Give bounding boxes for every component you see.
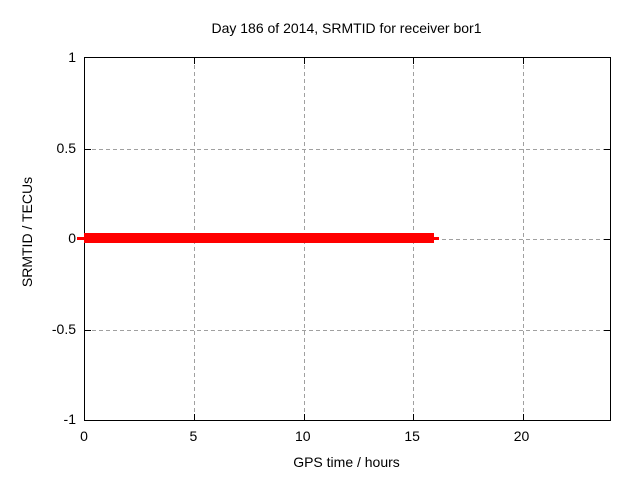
x-tick-mark — [303, 414, 305, 420]
y-tick-label: 0.5 — [56, 139, 76, 156]
x-tick-mark — [303, 58, 305, 64]
y-tick-label: -1 — [63, 411, 76, 427]
y-gridline — [85, 329, 610, 331]
x-tick-mark — [413, 58, 415, 64]
y-tick-mark — [604, 239, 610, 240]
x-tick-mark — [522, 414, 524, 420]
chart-title: Day 186 of 2014, SRMTID for receiver bor… — [211, 20, 482, 36]
x-tick-mark — [522, 58, 524, 64]
y-tick-mark — [604, 148, 610, 150]
y-tick-mark — [85, 329, 91, 331]
x-tick-label: 20 — [513, 428, 530, 444]
y-tick-label: -0.5 — [51, 320, 76, 337]
y-tick-label: 1 — [68, 49, 76, 65]
y-tick-label: 0 — [68, 230, 76, 246]
y-tick-mark — [85, 148, 91, 150]
x-tick-label: 5 — [189, 428, 198, 444]
x-axis-label: GPS time / hours — [293, 454, 400, 470]
x-tick-mark — [413, 414, 415, 420]
data-series-tail — [434, 237, 439, 240]
data-series-line — [84, 233, 434, 243]
x-tick-label: 15 — [404, 428, 420, 444]
x-tick-label: 10 — [294, 428, 311, 444]
y-gridline — [85, 148, 610, 150]
y-tick-mark — [604, 329, 610, 331]
x-tick-label: 0 — [80, 428, 88, 444]
x-tick-mark — [194, 58, 196, 64]
x-tick-mark — [194, 414, 196, 420]
data-series-start-notch — [77, 237, 84, 240]
